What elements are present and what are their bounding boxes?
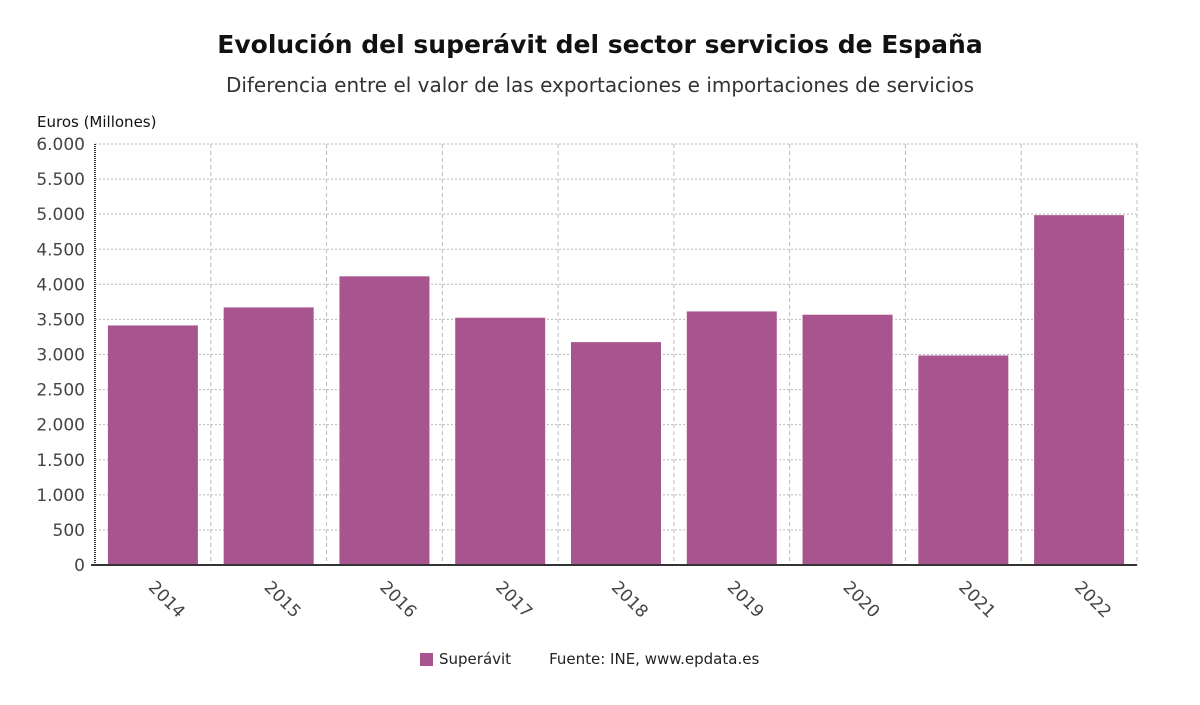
y-tick-label: 5.000 [36, 205, 85, 225]
y-tick-label: 1.500 [36, 451, 85, 471]
bar-2016 [339, 276, 430, 565]
bar-2019 [686, 311, 777, 565]
x-tick-label: 2017 [491, 577, 536, 622]
x-tick-label: 2022 [1070, 577, 1115, 622]
y-tick-label: 4.000 [36, 275, 85, 295]
legend-swatch [420, 652, 433, 666]
x-tick-label: 2014 [144, 577, 189, 622]
y-tick-label: 3.500 [36, 310, 85, 330]
y-tick-label: 500 [53, 521, 85, 541]
y-axis-label: Euros (Millones) [37, 113, 157, 131]
x-tick-label: 2020 [839, 577, 884, 622]
y-tick-label: 1.000 [36, 486, 85, 506]
x-tick-label: 2016 [375, 577, 420, 622]
chart-subtitle: Diferencia entre el valor de las exporta… [225, 73, 975, 97]
bar-2017 [455, 317, 546, 565]
y-tick-label: 4.500 [36, 240, 85, 260]
y-tick-label: 2.000 [36, 416, 85, 436]
bar-2015 [223, 307, 314, 565]
x-tick-label: 2021 [954, 577, 999, 622]
y-tick-label: 2.500 [36, 381, 85, 401]
legend: Superávit Fuente: INE, www.epdata.es [420, 650, 759, 668]
bar-2022 [1034, 215, 1125, 566]
y-tick-label: 6.000 [36, 135, 85, 155]
bar-2014 [107, 325, 198, 565]
x-tick-label: 2019 [723, 577, 768, 622]
y-tick-label: 5.500 [36, 170, 85, 190]
bar-2021 [918, 355, 1009, 565]
x-tick-label: 2015 [260, 577, 305, 622]
y-tick-label: 3.000 [36, 346, 85, 366]
bar-2020 [802, 314, 893, 565]
source-text: Fuente: INE, www.epdata.es [549, 650, 760, 668]
legend-label: Superávit [439, 650, 512, 668]
y-tick-label: 0 [74, 556, 85, 576]
x-tick-label: 2018 [607, 577, 652, 622]
bar-2018 [571, 342, 661, 565]
chart-title: Evolución del superávit del sector servi… [217, 30, 983, 59]
